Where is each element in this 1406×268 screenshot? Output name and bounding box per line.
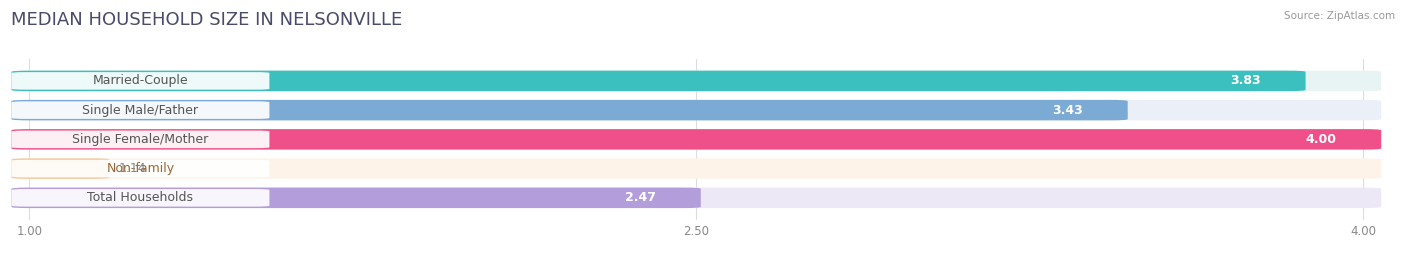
Text: 2.47: 2.47 (626, 191, 657, 204)
FancyBboxPatch shape (11, 158, 1381, 179)
FancyBboxPatch shape (11, 100, 1128, 120)
Text: Total Households: Total Households (87, 191, 194, 204)
Text: Source: ZipAtlas.com: Source: ZipAtlas.com (1284, 11, 1395, 21)
FancyBboxPatch shape (11, 129, 1381, 150)
FancyBboxPatch shape (11, 188, 1381, 208)
Text: 1.14: 1.14 (118, 162, 146, 175)
Text: 4.00: 4.00 (1306, 133, 1337, 146)
Text: Married-Couple: Married-Couple (93, 75, 188, 87)
FancyBboxPatch shape (11, 71, 1381, 91)
FancyBboxPatch shape (11, 160, 270, 177)
FancyBboxPatch shape (11, 71, 1306, 91)
FancyBboxPatch shape (11, 189, 270, 207)
Text: Single Male/Father: Single Male/Father (83, 104, 198, 117)
FancyBboxPatch shape (11, 131, 270, 148)
Text: MEDIAN HOUSEHOLD SIZE IN NELSONVILLE: MEDIAN HOUSEHOLD SIZE IN NELSONVILLE (11, 11, 402, 29)
FancyBboxPatch shape (11, 129, 1381, 150)
Text: Non-family: Non-family (107, 162, 174, 175)
FancyBboxPatch shape (11, 100, 1381, 120)
Text: 3.83: 3.83 (1230, 75, 1261, 87)
Text: 3.43: 3.43 (1053, 104, 1083, 117)
Text: Single Female/Mother: Single Female/Mother (72, 133, 208, 146)
FancyBboxPatch shape (11, 158, 110, 179)
FancyBboxPatch shape (11, 188, 700, 208)
FancyBboxPatch shape (11, 101, 270, 119)
FancyBboxPatch shape (11, 72, 270, 90)
